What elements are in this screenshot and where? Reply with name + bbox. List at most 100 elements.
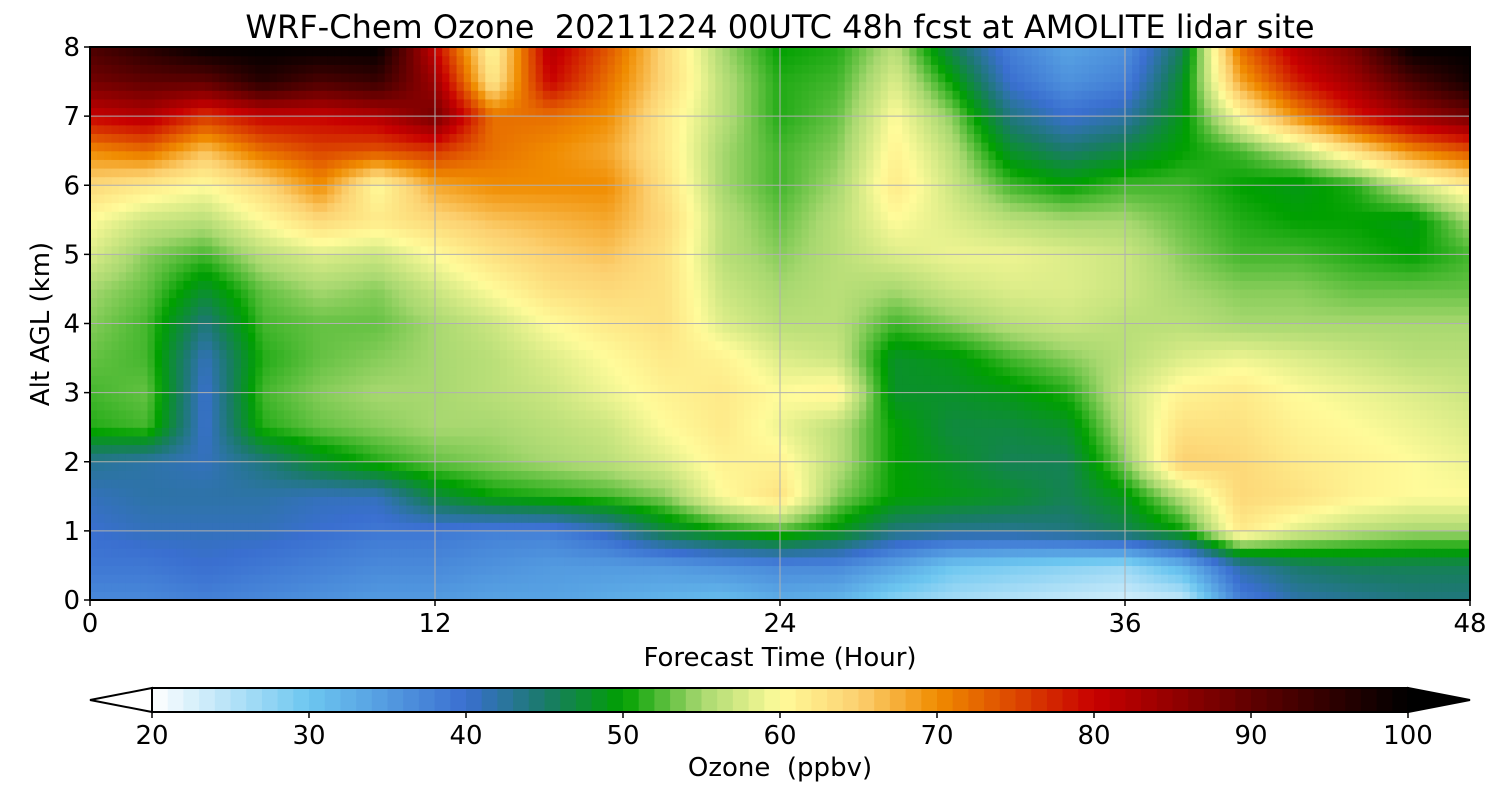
- heatmap-cell: [1362, 574, 1370, 584]
- heatmap-cell: [1017, 539, 1025, 549]
- heatmap-cell: [1125, 591, 1133, 600]
- heatmap-cell: [614, 453, 623, 463]
- heatmap-cell: [147, 444, 156, 454]
- heatmap-cell: [736, 444, 745, 454]
- heatmap-cell: [830, 582, 839, 592]
- heatmap-cell: [499, 539, 508, 549]
- heatmap-cell: [1362, 401, 1370, 411]
- heatmap-cell: [298, 591, 307, 600]
- heatmap-cell: [1225, 418, 1234, 428]
- heatmap-cell: [708, 383, 716, 394]
- heatmap-cell: [988, 409, 997, 420]
- heatmap-cell: [1060, 513, 1069, 523]
- heatmap-cell: [284, 565, 292, 575]
- heatmap-cell: [219, 530, 228, 541]
- heatmap-cell: [219, 556, 228, 567]
- heatmap-cell: [564, 418, 573, 428]
- heatmap-cell: [700, 392, 709, 402]
- heatmap-cell: [478, 487, 486, 497]
- heatmap-cell: [844, 444, 853, 454]
- heatmap-cell: [801, 513, 810, 523]
- heatmap-cell: [1139, 444, 1148, 454]
- heatmap-cell: [1390, 418, 1399, 428]
- heatmap-cell: [1182, 574, 1191, 584]
- heatmap-cell: [377, 582, 386, 592]
- heatmap-cell: [104, 539, 113, 549]
- heatmap-cell: [1196, 504, 1205, 515]
- heatmap-cell: [363, 444, 371, 454]
- heatmap-cell: [1355, 565, 1363, 575]
- heatmap-cell: [118, 522, 127, 532]
- heatmap-cell: [1002, 383, 1011, 394]
- heatmap-cell: [1340, 383, 1349, 394]
- heatmap-cell: [1398, 574, 1406, 584]
- heatmap-cell: [837, 479, 846, 489]
- heatmap-cell: [1146, 479, 1155, 489]
- heatmap-cell: [183, 556, 192, 567]
- heatmap-cell: [463, 461, 472, 471]
- heatmap-cell: [1462, 435, 1470, 446]
- heatmap-cell: [1010, 565, 1018, 575]
- heatmap-cell: [499, 522, 508, 532]
- heatmap-cell: [226, 539, 235, 549]
- heatmap-cell: [111, 444, 120, 454]
- heatmap-cell: [873, 461, 882, 471]
- heatmap-cell: [1412, 582, 1421, 592]
- heatmap-cell: [1254, 522, 1263, 532]
- heatmap-cell: [600, 409, 609, 420]
- heatmap-cell: [830, 496, 839, 506]
- heatmap-cell: [880, 548, 889, 558]
- heatmap-cell: [650, 444, 659, 454]
- heatmap-cell: [248, 487, 256, 497]
- heatmap-cell: [197, 487, 206, 497]
- heatmap-cell: [1211, 548, 1220, 558]
- heatmap-cell: [1434, 522, 1442, 532]
- heatmap-cell: [391, 582, 400, 592]
- heatmap-cell: [1283, 453, 1291, 463]
- heatmap-cell: [780, 539, 788, 549]
- heatmap-cell: [1247, 496, 1255, 506]
- heatmap-cell: [219, 513, 228, 523]
- heatmap-cell: [1067, 496, 1076, 506]
- heatmap-cell: [154, 574, 163, 584]
- heatmap-cell: [665, 574, 673, 584]
- heatmap-cell: [1010, 556, 1018, 567]
- heatmap-cell: [1398, 530, 1406, 541]
- heatmap-cell: [808, 409, 817, 420]
- heatmap-cell: [406, 548, 415, 558]
- heatmap-cell: [1247, 591, 1255, 600]
- heatmap-cell: [427, 487, 436, 497]
- heatmap-cell: [212, 479, 220, 489]
- heatmap-cell: [355, 418, 364, 428]
- heatmap-cell: [808, 375, 817, 385]
- heatmap-cell: [413, 375, 422, 385]
- heatmap-cell: [823, 418, 831, 428]
- heatmap-cell: [866, 427, 875, 437]
- heatmap-cell: [995, 591, 1004, 600]
- heatmap-cell: [923, 522, 932, 532]
- heatmap-cell: [1232, 470, 1241, 480]
- heatmap-cell: [154, 530, 163, 541]
- heatmap-cell: [851, 444, 860, 454]
- heatmap-cell: [370, 401, 379, 411]
- heatmap-cell: [787, 522, 795, 532]
- heatmap-cell: [571, 401, 580, 411]
- heatmap-cell: [1232, 487, 1241, 497]
- heatmap-cell: [169, 435, 177, 446]
- heatmap-cell: [399, 504, 407, 515]
- heatmap-cell: [952, 496, 961, 506]
- heatmap-cell: [1189, 522, 1198, 532]
- heatmap-cell: [1017, 487, 1025, 497]
- heatmap-cell: [1160, 409, 1169, 420]
- heatmap-cell: [981, 470, 990, 480]
- heatmap-cell: [456, 383, 465, 394]
- heatmap-cell: [521, 513, 530, 523]
- heatmap-cell: [823, 556, 831, 567]
- heatmap-cell: [190, 418, 199, 428]
- heatmap-cell: [938, 591, 946, 600]
- heatmap-cell: [844, 392, 853, 402]
- heatmap-cell: [1390, 444, 1399, 454]
- heatmap-cell: [276, 444, 285, 454]
- heatmap-cell: [1196, 435, 1205, 446]
- heatmap-cell: [780, 418, 788, 428]
